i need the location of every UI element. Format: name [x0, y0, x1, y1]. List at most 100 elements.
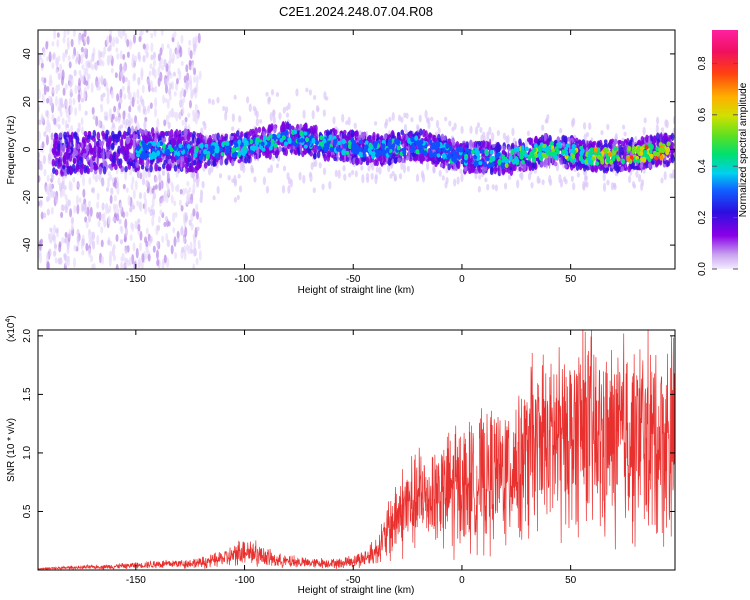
spectrogram-cell	[160, 30, 164, 37]
spectrogram-cell	[526, 137, 531, 143]
spectrogram-cell	[43, 131, 47, 137]
spectrogram-cell	[281, 135, 286, 141]
spectrogram-cell	[132, 73, 136, 82]
spectrogram-cell	[628, 175, 632, 184]
spectrogram-cell	[608, 152, 613, 158]
spectrogram-cell	[88, 247, 92, 258]
spectrogram-cell	[88, 177, 92, 185]
spectrogram-cell	[154, 97, 158, 109]
spectrogram-cell	[126, 85, 131, 94]
spectrogram-cell	[115, 234, 119, 242]
spectrogram-cell	[101, 255, 105, 265]
spectrogram-cell	[486, 131, 490, 141]
spectrogram-cell	[430, 144, 435, 150]
spectrogram-cell	[87, 200, 91, 208]
spectrogram-cell	[201, 180, 205, 189]
spectrogram-cell	[195, 203, 199, 212]
spectrogram-cell	[76, 203, 80, 215]
spectrogram-cell	[418, 114, 422, 123]
spectrogram-cell	[172, 227, 176, 234]
spectrogram-cell	[59, 110, 63, 118]
spectrogram-cell	[576, 172, 580, 178]
colorbar-tick-label: 0.0	[697, 262, 708, 276]
spectrogram-cell	[626, 156, 631, 163]
spectrogram-cell	[58, 132, 63, 138]
spectrogram-y-tick-label: 40	[22, 48, 33, 60]
spectrogram-cell	[78, 103, 82, 112]
spectrogram-cell	[127, 194, 131, 206]
spectrogram-cell	[192, 263, 196, 269]
spectrogram-cell	[156, 241, 160, 248]
spectrogram-cell	[638, 173, 642, 183]
spectrogram-cell	[192, 130, 196, 137]
spectrogram-cell	[583, 133, 587, 141]
spectrogram-cell	[61, 236, 65, 244]
spectrogram-cell	[80, 53, 84, 65]
spectrogram-cell	[57, 115, 61, 123]
spectrogram-cell	[149, 186, 153, 195]
spectrogram-cell	[129, 234, 133, 241]
spectrogram-cell	[416, 155, 421, 162]
spectrogram-cell	[648, 149, 653, 154]
spectrogram-cell	[100, 93, 104, 102]
spectrogram-cell	[655, 116, 660, 125]
spectrogram-cell	[165, 163, 170, 172]
spectrogram-cell	[72, 30, 76, 38]
spectrogram-cell	[108, 108, 112, 120]
spectrogram-cell	[308, 171, 313, 178]
spectrogram-cell	[496, 152, 501, 157]
spectrogram-cell	[299, 130, 304, 137]
spectrogram-cell	[40, 62, 44, 69]
spectrogram-cell	[381, 143, 386, 149]
spectrogram-cell	[335, 146, 340, 152]
spectrogram-cell	[175, 111, 179, 122]
spectrogram-cell	[179, 188, 183, 195]
spectrogram-cell	[197, 32, 201, 44]
spectrogram-cell	[38, 89, 41, 100]
spectrogram-cell	[532, 147, 537, 153]
spectrogram-cell	[405, 112, 409, 119]
snr-y-tick-label: 1.0	[22, 446, 33, 460]
spectrogram-cell	[145, 30, 149, 33]
spectrogram-cell	[530, 181, 534, 189]
spectrogram-cell	[494, 184, 498, 192]
spectrogram-cell	[456, 160, 461, 170]
spectrogram-cell	[80, 117, 84, 126]
spectrogram-cell	[524, 139, 529, 149]
spectrogram-cell	[597, 154, 602, 160]
spectrogram-cell	[53, 250, 57, 257]
spectrogram-cell	[83, 47, 88, 55]
spectrogram-cell	[108, 205, 112, 213]
spectrogram-cell	[144, 205, 148, 215]
spectrogram-marks	[38, 30, 675, 269]
spectrogram-cell	[233, 197, 237, 203]
spectrogram-cell	[66, 240, 70, 250]
snr-y-tick-label: 2.0	[22, 328, 33, 342]
spectrogram-cell	[122, 30, 126, 36]
spectrogram-cell	[77, 93, 81, 103]
spectrogram-cell	[515, 147, 520, 152]
spectrogram-cell	[149, 102, 153, 109]
spectrogram-cell	[354, 170, 358, 178]
spectrogram-cell	[180, 34, 184, 44]
spectrogram-cell	[235, 146, 240, 151]
spectrogram-cell	[231, 126, 235, 132]
spectrogram-cell	[58, 243, 62, 253]
spectrogram-cell	[100, 226, 104, 234]
spectrogram-cell	[343, 143, 348, 149]
spectrogram-cell	[80, 125, 84, 135]
spectrogram-cell	[189, 49, 193, 60]
spectrogram-cell	[165, 83, 169, 94]
spectrogram-cell	[41, 116, 45, 123]
spectrogram-cell	[304, 136, 309, 143]
spectrogram-cell	[118, 218, 122, 225]
spectrogram-cell	[119, 30, 123, 40]
spectrogram-cell	[533, 169, 537, 174]
spectrogram-cell	[145, 240, 149, 248]
spectrogram-cell	[112, 254, 116, 262]
spectrogram-cell	[38, 151, 41, 160]
spectrogram-cell	[120, 225, 124, 235]
spectrogram-cell	[670, 146, 675, 155]
spectrogram-cell	[110, 142, 115, 151]
